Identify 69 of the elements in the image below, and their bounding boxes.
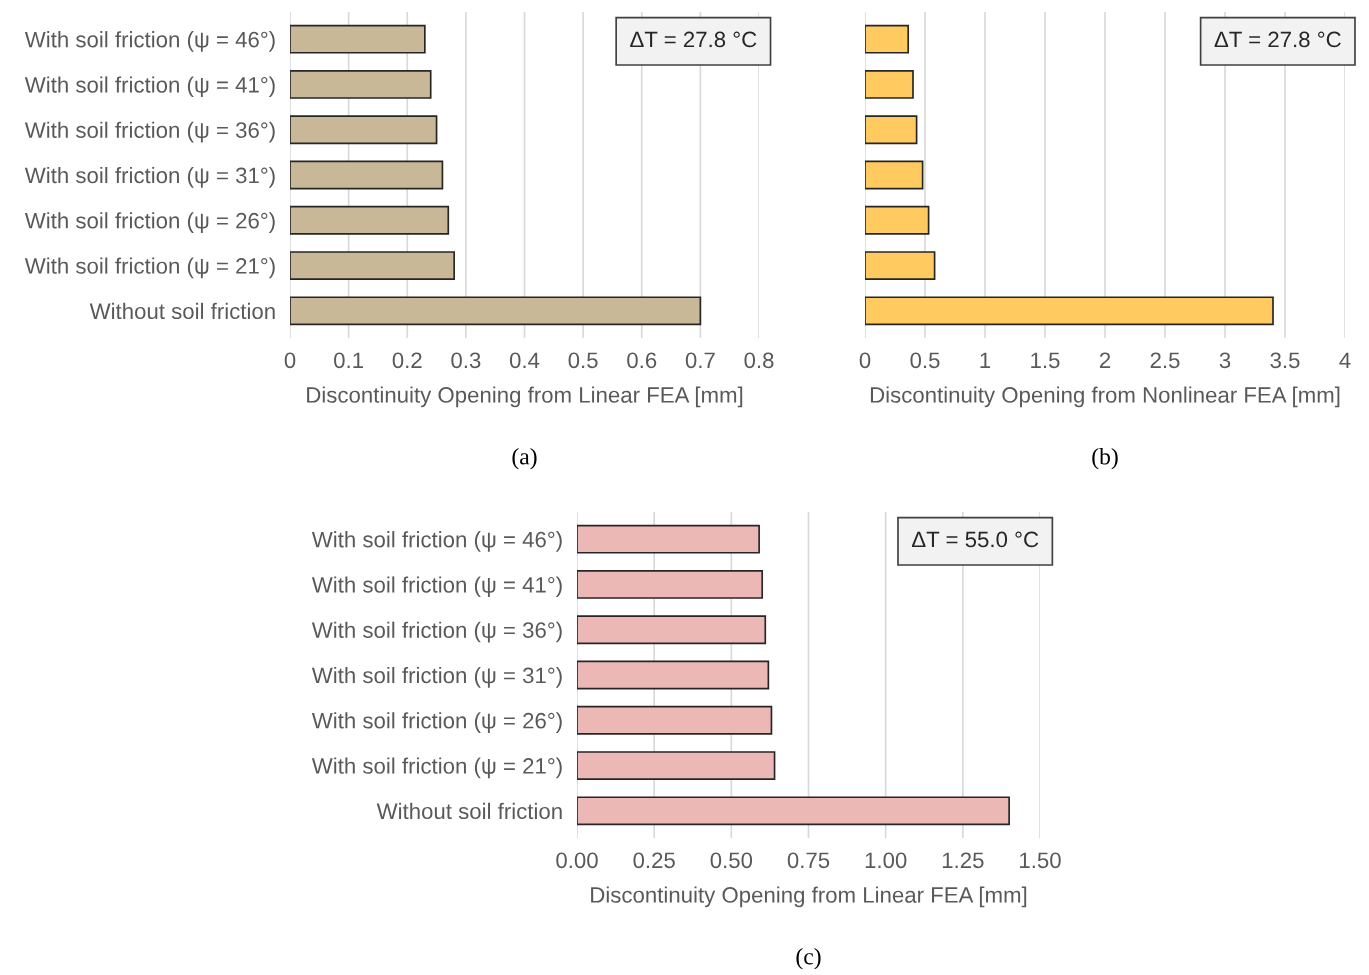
y-tick-label: With soil friction (ψ = 26°) xyxy=(311,712,562,733)
bar xyxy=(577,570,764,599)
bar xyxy=(290,205,450,235)
bar xyxy=(577,660,770,690)
x-tick-label: 0.4 xyxy=(509,352,540,369)
x-tick-label: 0.75 xyxy=(787,852,830,869)
y-tick-label: With soil friction (ψ = 46°) xyxy=(24,31,275,52)
text: (c) xyxy=(796,947,821,970)
x-tick-label: 2 xyxy=(1099,352,1111,368)
y-tick-label: Without soil friction xyxy=(376,802,562,820)
bar xyxy=(865,296,1274,326)
y-tick-label: With soil friction (ψ = 41°) xyxy=(311,576,562,598)
y-tick-label: With soil friction (ψ = 31°) xyxy=(311,666,562,688)
y-tick-label: With soil friction (ψ = 31°) xyxy=(24,166,275,188)
x-tick-label: 4 xyxy=(1339,352,1351,368)
x-tick-label: 0.3 xyxy=(451,352,481,369)
x-axis-title: Discontinuity Opening from Nonlinear FEA [mm] xyxy=(870,386,1340,408)
bar xyxy=(290,251,455,280)
x-tick-label: 1.25 xyxy=(942,852,984,869)
x-tick-label: 0.25 xyxy=(633,852,675,869)
bar xyxy=(865,24,910,54)
x-tick-label: 0.5 xyxy=(910,352,940,369)
bar xyxy=(865,251,936,280)
x-tick-label: 3.5 xyxy=(1270,352,1300,369)
x-tick-label: 1 xyxy=(980,352,991,368)
x-tick-label: 2.5 xyxy=(1150,352,1180,369)
x-axis-title: Discontinuity Opening from Linear FEA [mm] xyxy=(307,386,743,408)
bar xyxy=(290,296,702,326)
x-tick-label: 0.6 xyxy=(627,352,657,369)
bar xyxy=(290,160,444,190)
x-tick-label: 0.50 xyxy=(710,852,753,869)
x-tick-label: 0.5 xyxy=(568,352,598,369)
y-tick-label: With soil friction (ψ = 26°) xyxy=(24,212,275,233)
x-tick-label: 3 xyxy=(1219,352,1231,369)
bar xyxy=(577,751,776,780)
x-axis-title: Discontinuity Opening from Linear FEA [mm] xyxy=(591,886,1027,908)
x-tick-label: 1.00 xyxy=(865,852,907,869)
x-tick-label: 0.00 xyxy=(556,852,598,869)
annotation: ΔT = 55.0 °C xyxy=(911,531,1039,548)
x-tick-label: 0 xyxy=(859,352,871,369)
y-tick-label: Without soil friction xyxy=(89,302,275,320)
bar xyxy=(577,524,760,554)
x-tick-label: 0 xyxy=(284,352,296,369)
bar xyxy=(290,24,426,54)
bar xyxy=(577,615,767,645)
bar xyxy=(865,70,914,99)
x-tick-label: 0.7 xyxy=(685,352,715,369)
annotation: ΔT = 27.8 °C xyxy=(1214,31,1341,48)
x-tick-label: 0.8 xyxy=(744,352,774,369)
bar xyxy=(290,70,432,99)
x-tick-label: 0.1 xyxy=(334,352,363,369)
annotation: ΔT = 27.8 °C xyxy=(630,31,757,48)
bar xyxy=(577,796,1010,826)
text: (b) xyxy=(1092,447,1118,470)
y-tick-label: With soil friction (ψ = 46°) xyxy=(311,531,562,552)
bar xyxy=(865,205,930,235)
bar xyxy=(865,160,924,190)
y-tick-label: With soil friction (ψ = 36°) xyxy=(24,121,275,143)
bar xyxy=(290,115,438,145)
bar xyxy=(865,115,918,145)
y-tick-label: With soil friction (ψ = 36°) xyxy=(311,621,562,643)
bar xyxy=(577,705,773,735)
y-tick-label: With soil friction (ψ = 41°) xyxy=(24,76,275,98)
y-tick-label: With soil friction (ψ = 21°) xyxy=(311,757,562,779)
y-tick-label: With soil friction (ψ = 21°) xyxy=(24,257,275,279)
x-tick-label: 1.5 xyxy=(1031,352,1060,369)
x-tick-label: 1.50 xyxy=(1020,852,1061,869)
text: (a) xyxy=(512,447,537,470)
x-tick-label: 0.2 xyxy=(392,352,422,369)
